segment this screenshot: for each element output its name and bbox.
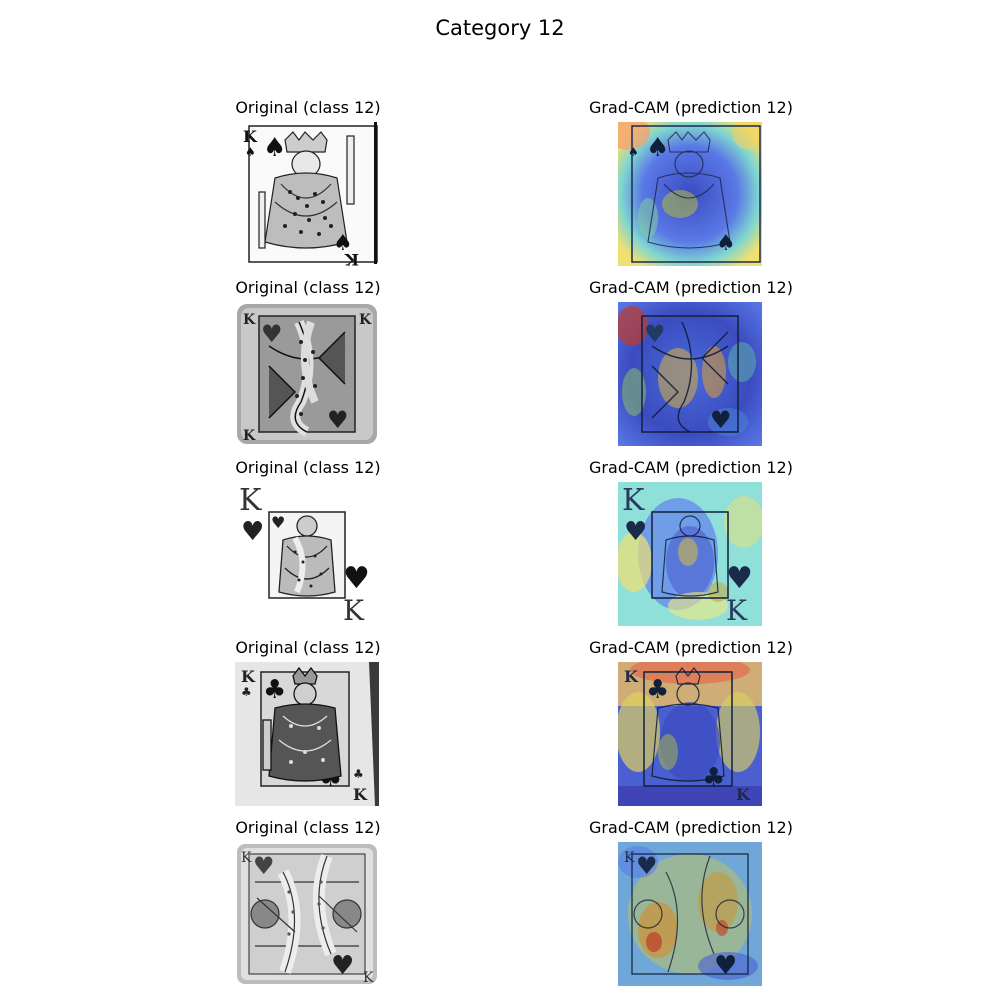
gradcam-title: Grad-CAM (prediction 12) [589, 278, 793, 297]
gradcam-heatmap-image: K ♣ ♣ K [618, 662, 762, 806]
svg-text:♥: ♥ [261, 320, 283, 348]
svg-text:♣: ♣ [241, 685, 252, 699]
svg-text:♠: ♠ [245, 145, 256, 159]
king-card-image: K ♥ ♥ K [235, 842, 379, 986]
original-card-image: K ♠ ♠ ♠ K [235, 122, 379, 266]
gradcam-title: Grad-CAM (prediction 12) [589, 458, 793, 477]
svg-text:♠: ♠ [646, 133, 669, 163]
svg-text:K: K [343, 594, 365, 626]
svg-text:♥: ♥ [253, 852, 275, 880]
svg-text:♥: ♥ [636, 852, 658, 880]
gradcam-heatmap-image: K ♥ ♥ K [618, 482, 762, 626]
svg-text:K: K [344, 250, 359, 266]
king-card-image: K K ♥ ♥ K [235, 302, 379, 446]
gradcam-title: Grad-CAM (prediction 12) [589, 818, 793, 837]
svg-text:K: K [243, 127, 258, 146]
svg-text:♥: ♥ [714, 951, 737, 981]
svg-text:♥: ♥ [726, 561, 753, 596]
heatmap-overlay: K ♥ ♥ K [618, 482, 762, 626]
svg-text:♥: ♥ [710, 406, 732, 434]
original-title: Original (class 12) [235, 818, 381, 837]
svg-text:♥: ♥ [331, 951, 354, 981]
figure-title: Category 12 [435, 16, 565, 40]
svg-text:♥: ♥ [343, 561, 370, 596]
svg-text:K: K [241, 850, 252, 866]
svg-text:K: K [736, 785, 751, 804]
svg-text:K: K [726, 594, 748, 626]
heatmap-overlay: ♥ ♥ [618, 302, 762, 446]
svg-text:K: K [624, 850, 635, 866]
gradcam-title: Grad-CAM (prediction 12) [589, 638, 793, 657]
svg-text:♠: ♠ [333, 231, 353, 256]
svg-text:♥: ♥ [624, 517, 647, 547]
svg-text:K: K [622, 483, 645, 518]
svg-text:K: K [363, 970, 374, 986]
svg-text:♥: ♥ [271, 513, 285, 532]
original-title: Original (class 12) [235, 458, 381, 477]
original-card-image: K K ♥ ♥ K [235, 302, 379, 446]
heatmap-overlay: ♠ ♠ ♠ [618, 122, 762, 266]
gradcam-title: Grad-CAM (prediction 12) [589, 98, 793, 117]
svg-text:♠: ♠ [628, 145, 639, 159]
svg-text:K: K [353, 785, 368, 804]
svg-text:K: K [239, 483, 262, 518]
svg-text:♥: ♥ [644, 320, 666, 348]
original-card-image: K ♥ ♥ ♥ K [235, 482, 379, 626]
original-title: Original (class 12) [235, 638, 381, 657]
original-title: Original (class 12) [235, 98, 381, 117]
svg-text:K: K [243, 428, 256, 444]
svg-text:K: K [359, 312, 372, 328]
heatmap-overlay: K ♥ ♥ [618, 842, 762, 986]
king-card-image: K ♠ ♠ ♠ K [235, 122, 379, 266]
original-card-image: K ♥ ♥ K [235, 842, 379, 986]
svg-text:K: K [241, 667, 256, 686]
svg-text:♠: ♠ [263, 133, 286, 163]
svg-text:♥: ♥ [327, 406, 349, 434]
original-card-image: K ♣ ♣ ♣ ♣ K [235, 662, 379, 806]
gradcam-heatmap-image: ♠ ♠ ♠ [618, 122, 762, 266]
gradcam-heatmap-image: K ♥ ♥ [618, 842, 762, 986]
gradcam-heatmap-image: ♥ ♥ [618, 302, 762, 446]
svg-text:♣: ♣ [353, 767, 364, 781]
king-card-image: K ♥ ♥ ♥ K [235, 482, 379, 626]
svg-text:K: K [624, 667, 639, 686]
svg-text:K: K [243, 312, 256, 328]
king-card-image: K ♣ ♣ ♣ ♣ K [235, 662, 379, 806]
heatmap-overlay: K ♣ ♣ K [618, 662, 762, 806]
svg-text:♥: ♥ [241, 517, 264, 547]
svg-text:♠: ♠ [716, 231, 736, 256]
original-title: Original (class 12) [235, 278, 381, 297]
svg-text:♣: ♣ [263, 675, 286, 705]
king-figure [258, 131, 355, 249]
svg-text:♣: ♣ [646, 675, 669, 705]
